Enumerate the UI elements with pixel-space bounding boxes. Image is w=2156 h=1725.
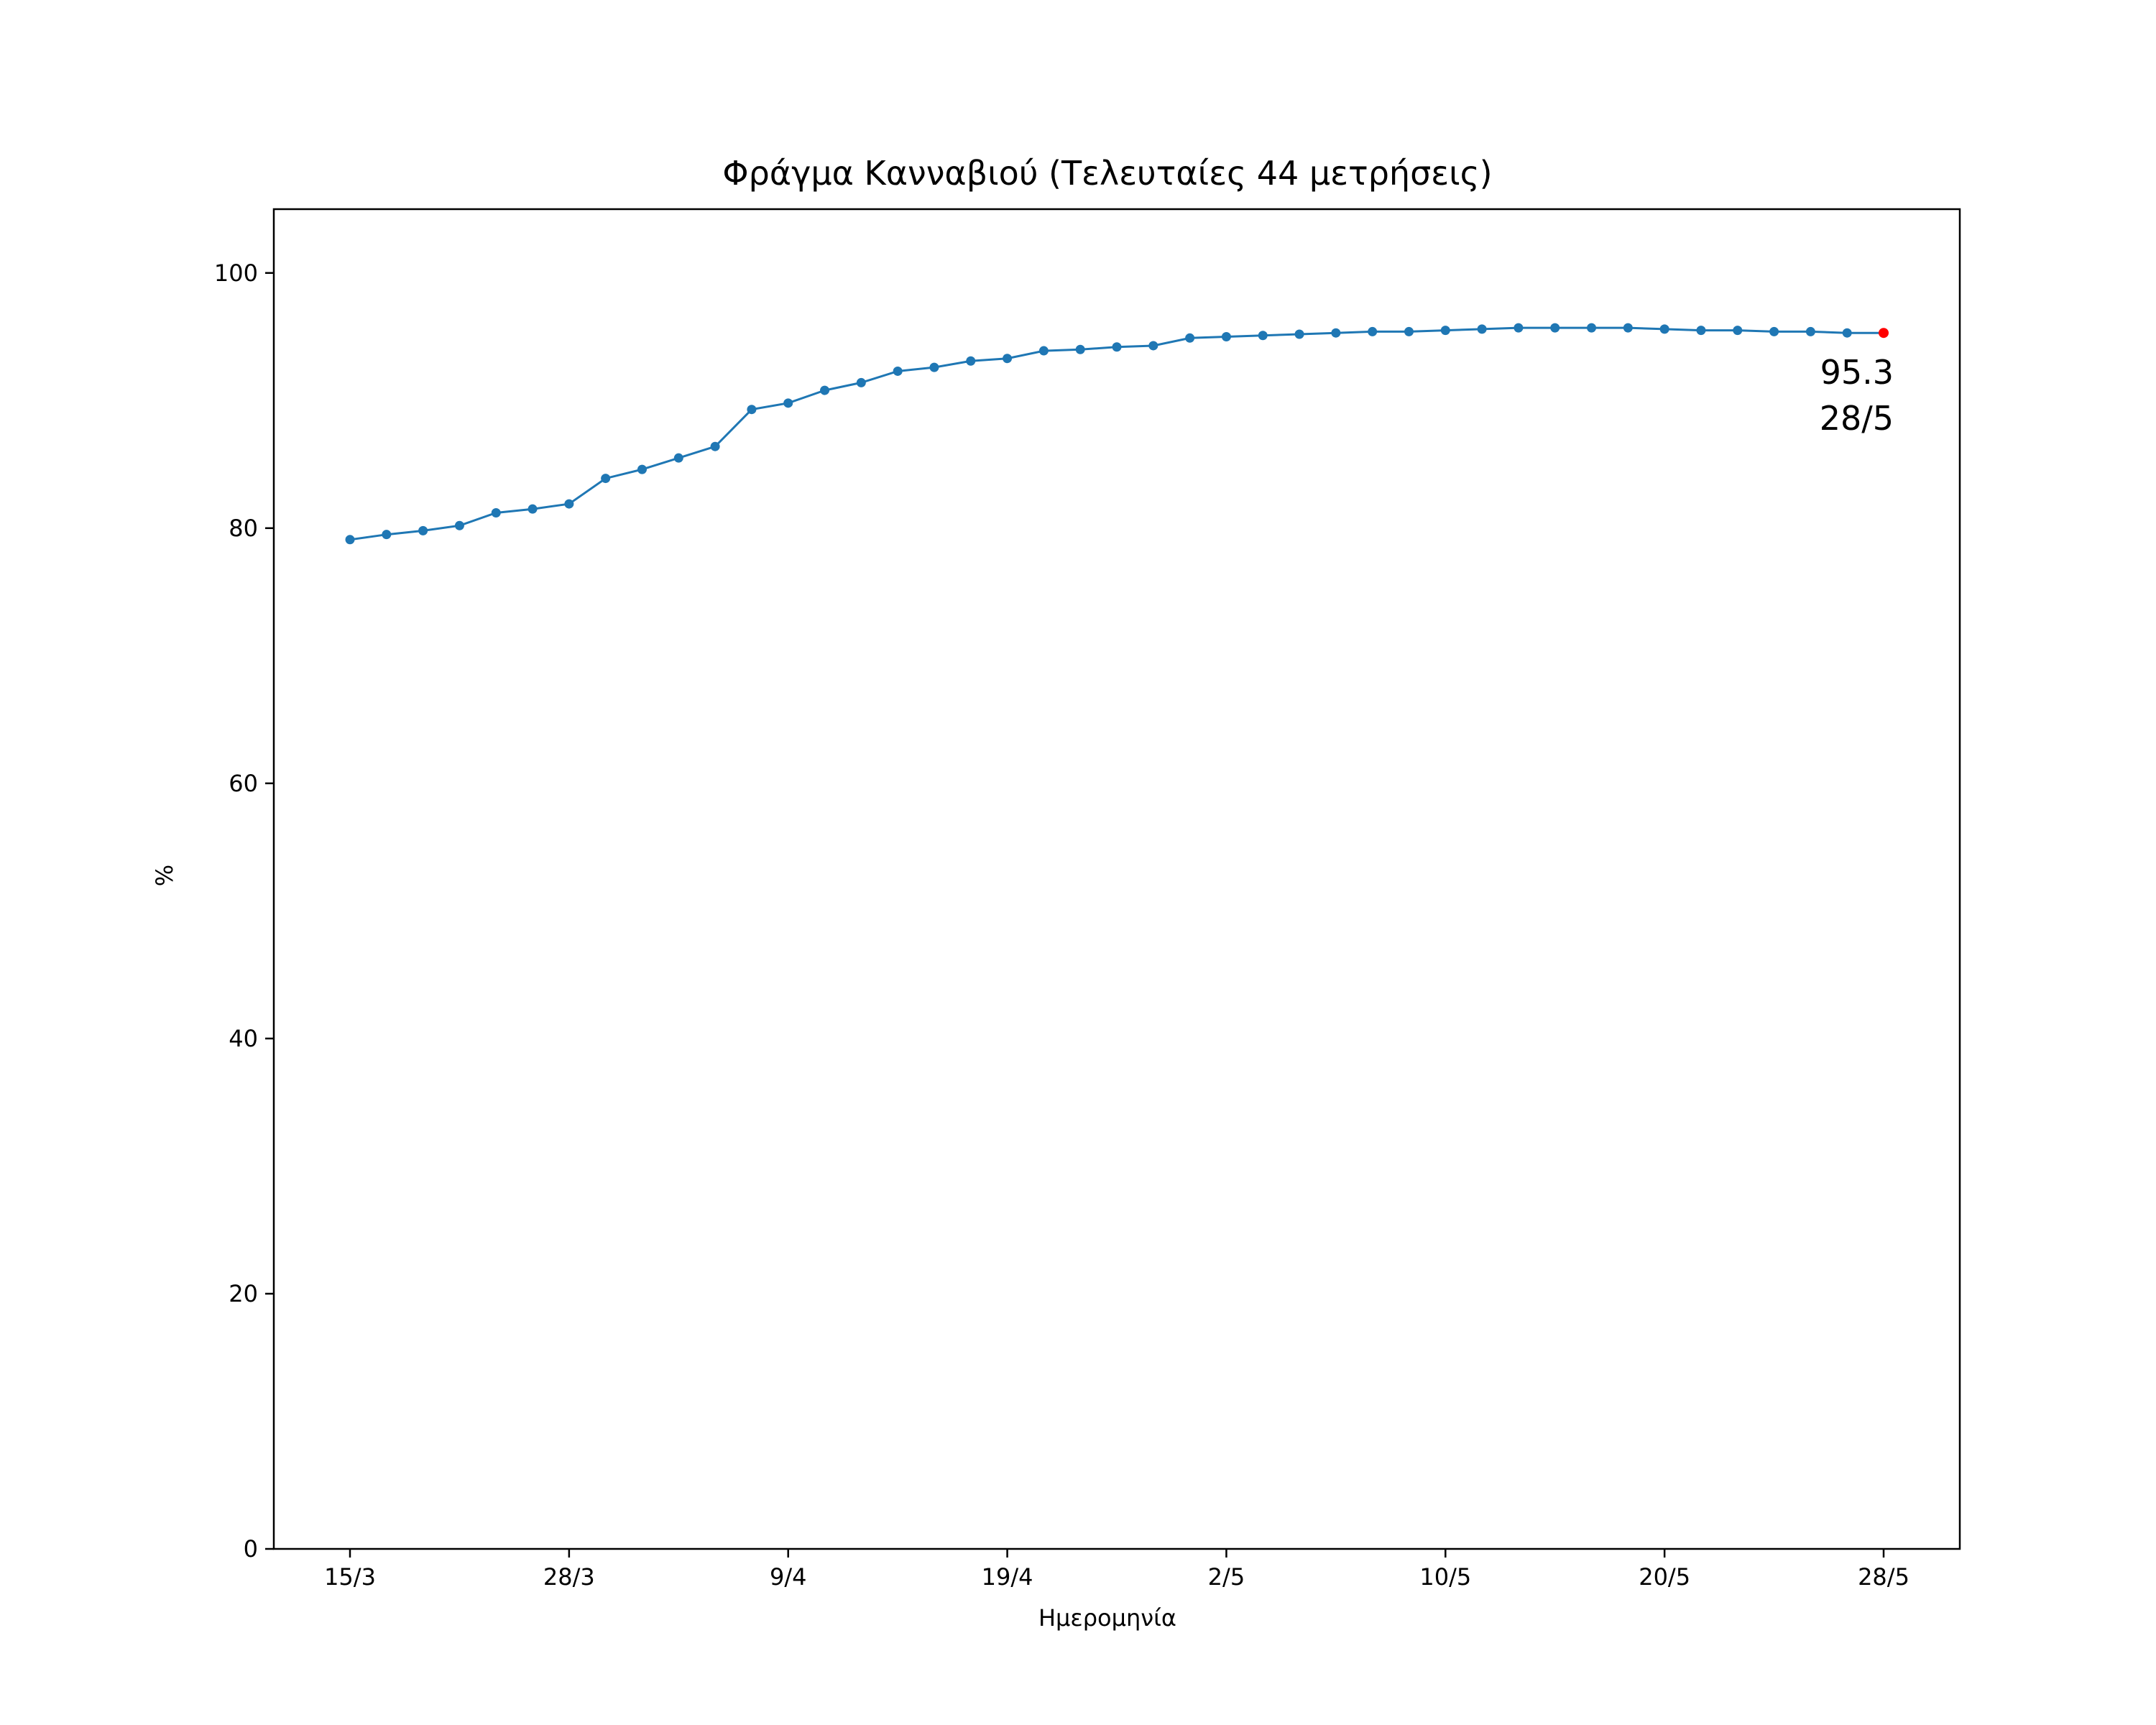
x-axis-title: Ημερομηνία [1038, 1604, 1176, 1632]
data-point [345, 535, 355, 545]
data-point [1769, 326, 1779, 336]
data-point [1331, 328, 1341, 338]
data-point [637, 464, 647, 474]
data-point [1659, 324, 1669, 334]
data-point [1075, 344, 1085, 354]
data-point [1842, 328, 1852, 338]
x-tick-label: 15/3 [324, 1563, 376, 1591]
data-point [564, 499, 574, 509]
y-tick-label: 80 [229, 515, 258, 542]
y-axis: 0 20 40 60 80 100 [214, 259, 274, 1563]
series-layer [345, 323, 1889, 545]
data-point [710, 441, 720, 451]
last-date-annotation: 28/5 [1820, 399, 1894, 438]
y-tick-label: 100 [214, 259, 258, 287]
data-point [1148, 341, 1158, 351]
x-axis: 15/3 28/3 9/4 19/4 2/5 10/5 20/5 28/5 [324, 1549, 1909, 1591]
data-point [1404, 326, 1414, 336]
data-point [1368, 326, 1378, 336]
x-tick-label: 28/3 [543, 1563, 595, 1591]
x-tick-label: 2/5 [1208, 1563, 1245, 1591]
y-axis-title: % [151, 865, 178, 886]
data-point [1805, 326, 1815, 336]
highlight-point [1879, 328, 1889, 339]
data-point [1696, 326, 1706, 336]
data-point [1221, 332, 1231, 342]
data-point [382, 530, 392, 540]
data-point [491, 508, 501, 518]
data-point [1550, 323, 1560, 333]
x-tick-label: 10/5 [1419, 1563, 1471, 1591]
y-tick-label: 20 [229, 1280, 258, 1307]
data-point [1440, 326, 1450, 336]
data-point [893, 366, 903, 376]
data-point [1038, 346, 1049, 356]
data-point [1294, 329, 1304, 339]
data-point [1477, 324, 1487, 334]
data-point [673, 453, 683, 463]
data-point [747, 405, 757, 415]
data-point [418, 525, 428, 535]
x-tick-label: 9/4 [770, 1563, 807, 1591]
data-point [1514, 323, 1524, 333]
data-point [929, 362, 939, 372]
data-point [1258, 331, 1268, 341]
data-point [820, 385, 830, 395]
y-tick-label: 0 [244, 1535, 258, 1563]
x-tick-label: 19/4 [982, 1563, 1033, 1591]
plot-frame [272, 208, 1961, 1550]
y-tick-label: 40 [229, 1025, 258, 1052]
data-point [1587, 323, 1597, 333]
y-tick-label: 60 [229, 770, 258, 797]
last-value-annotation: 95.3 [1820, 353, 1894, 392]
data-point [1112, 342, 1122, 352]
plot-area [272, 208, 1961, 1550]
data-point [1733, 326, 1743, 336]
data-point [1003, 354, 1013, 364]
data-point [1623, 323, 1633, 333]
chart-title: Φράγμα Κανναβιού (Τελευταίες 44 μετρήσει… [722, 154, 1492, 193]
x-tick-label: 28/5 [1858, 1563, 1909, 1591]
data-point [528, 504, 538, 514]
x-tick-label: 20/5 [1639, 1563, 1690, 1591]
data-point [856, 377, 866, 387]
data-point [1185, 333, 1195, 343]
data-point [601, 474, 611, 484]
data-point [783, 398, 793, 408]
data-point [966, 356, 976, 366]
data-point [454, 520, 464, 530]
